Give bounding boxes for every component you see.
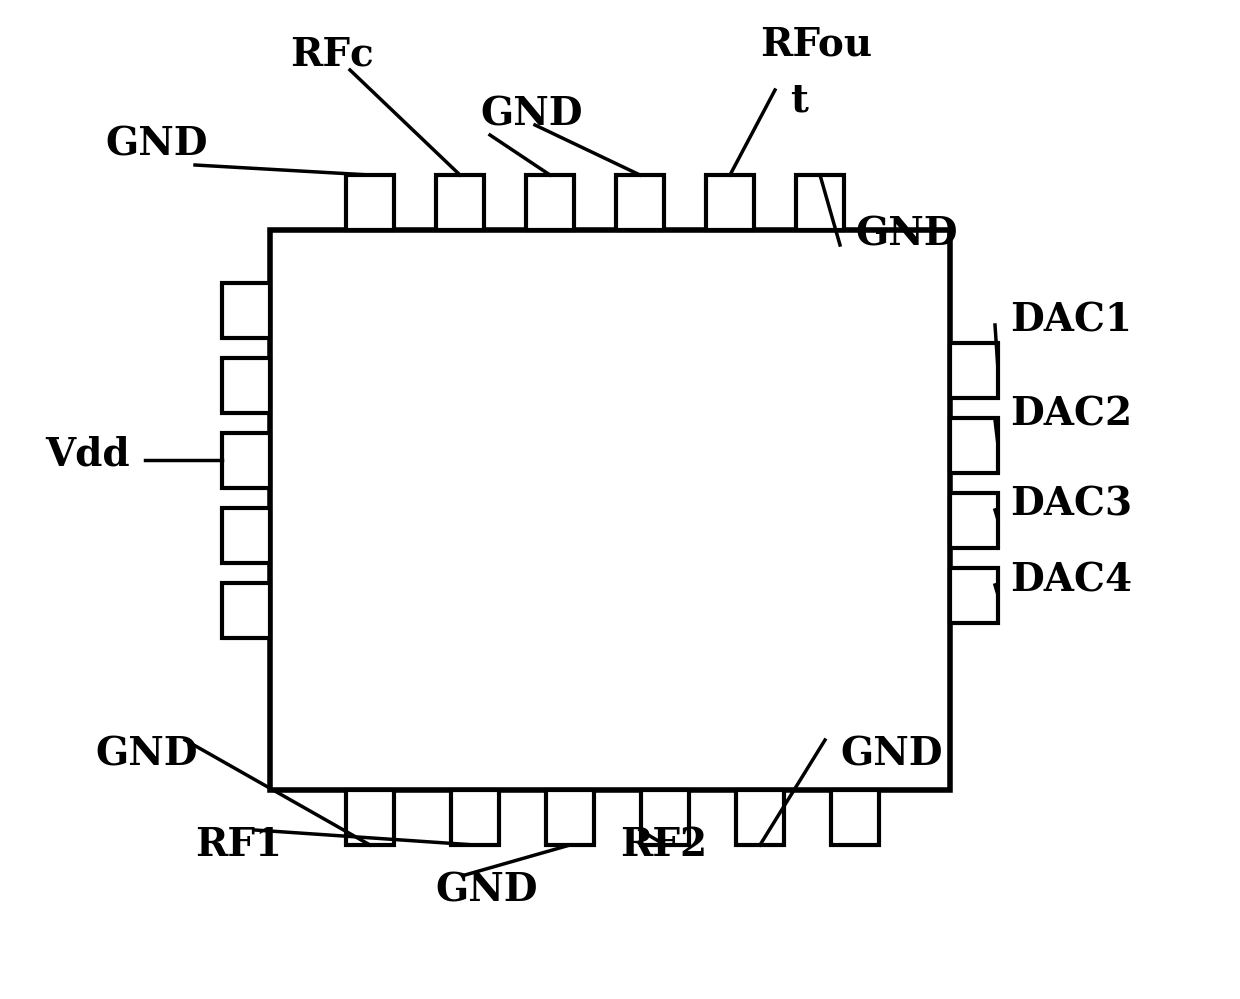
Bar xyxy=(222,507,270,562)
Text: GND: GND xyxy=(856,216,957,254)
Bar xyxy=(436,175,484,230)
Bar xyxy=(222,358,270,413)
Bar xyxy=(950,567,998,622)
Bar xyxy=(641,790,689,845)
Bar xyxy=(451,790,498,845)
Bar xyxy=(616,175,663,230)
Text: Vdd: Vdd xyxy=(45,436,130,474)
Bar xyxy=(222,433,270,488)
Text: RFc: RFc xyxy=(290,36,373,74)
Text: DAC2: DAC2 xyxy=(1011,396,1132,434)
Text: GND: GND xyxy=(95,736,197,774)
Bar xyxy=(706,175,754,230)
Bar xyxy=(737,790,784,845)
Bar xyxy=(950,418,998,473)
Text: RF2: RF2 xyxy=(620,826,707,864)
Text: DAC1: DAC1 xyxy=(1011,301,1132,339)
Bar xyxy=(270,230,950,790)
Bar xyxy=(546,790,594,845)
Text: GND: GND xyxy=(480,96,583,134)
Bar xyxy=(796,175,844,230)
Text: GND: GND xyxy=(839,736,942,774)
Bar xyxy=(831,790,879,845)
Text: DAC4: DAC4 xyxy=(1011,561,1132,599)
Text: RF1: RF1 xyxy=(195,826,281,864)
Bar xyxy=(222,582,270,637)
Bar xyxy=(950,493,998,547)
Text: DAC3: DAC3 xyxy=(1011,486,1132,524)
Text: GND: GND xyxy=(105,126,207,164)
Text: t: t xyxy=(790,81,808,119)
Bar xyxy=(346,175,394,230)
Bar xyxy=(222,283,270,338)
Bar xyxy=(950,343,998,398)
Text: GND: GND xyxy=(435,871,537,909)
Text: RFou: RFou xyxy=(760,26,872,64)
Bar xyxy=(346,790,394,845)
Bar xyxy=(526,175,574,230)
